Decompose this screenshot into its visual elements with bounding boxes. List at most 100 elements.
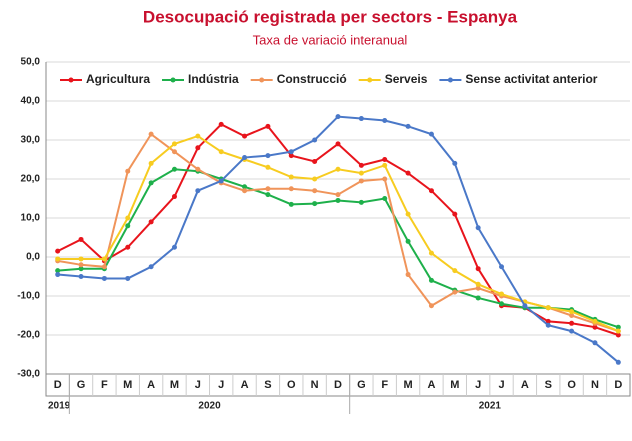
x-tick-label: J [498,379,504,391]
x-tick-label: N [311,379,319,391]
series-point [475,285,481,291]
series-point [288,186,294,192]
y-tick-label: 20,0 [21,174,41,185]
series-point [265,186,271,192]
x-tick-label: D [54,379,62,391]
series-point [265,164,271,170]
series-point [428,250,434,256]
x-tick-label: M [170,379,179,391]
series-point [125,223,131,229]
series-point [428,277,434,283]
series-point [101,256,107,262]
x-tick-label: D [614,379,622,391]
series-point [358,199,364,205]
series-point [312,188,318,194]
series-point [522,303,528,309]
series-point [148,160,154,166]
year-label: 2020 [198,401,221,412]
series-point [148,131,154,137]
series-point [171,149,177,155]
x-tick-label: G [77,379,86,391]
x-tick-label: M [403,379,412,391]
series-point [55,256,61,262]
series-point [125,244,131,250]
series-point [218,121,224,127]
legend-marker [367,77,373,83]
y-tick-label: -30,0 [17,369,40,380]
series-point [335,166,341,172]
series-point [545,318,551,324]
series-point [405,238,411,244]
series-point [78,274,84,279]
series-point [55,272,61,278]
y-tick-label: -20,0 [17,330,40,341]
series-point [569,309,575,315]
series-point [405,123,411,129]
series-point [55,248,61,254]
series-point [148,264,154,270]
x-tick-label: F [101,379,108,391]
x-tick-label: N [591,379,599,391]
series-point [569,328,575,334]
legend-label: Serveis [385,72,428,86]
series-point [475,281,481,287]
chart-subtitle: Taxa de variació interanual [253,32,408,47]
series-point [218,178,224,184]
series-point [382,196,388,201]
legend-label: Agricultura [86,72,150,86]
series-point [242,133,248,139]
year-label: 2021 [479,401,502,412]
series-point [335,197,341,203]
series-point [428,303,434,309]
legend-label: Construcció [277,72,347,86]
series-point [335,141,341,147]
series-point [475,295,481,301]
y-tick-label: 0,0 [26,252,40,263]
x-tick-label: J [218,379,224,391]
series-point [452,211,458,217]
series-point [382,176,388,182]
series-point [55,268,61,274]
x-tick-label: A [241,379,249,391]
x-tick-label: M [123,379,132,391]
y-tick-label: 50,0 [21,57,41,68]
series-point [358,116,364,122]
series-point [148,180,154,186]
series-point [592,340,598,346]
x-tick-label: F [381,379,388,391]
legend-label: Indústria [188,72,239,86]
series-point [312,158,318,164]
series-point [78,266,84,272]
x-axis-box [45,373,631,397]
series-point [265,123,271,129]
series-point [125,168,131,174]
series-point [171,141,177,147]
x-tick-label: S [264,379,271,391]
series-point [499,264,505,270]
series-point [101,275,107,281]
series-point [242,184,248,190]
series-point [335,114,341,120]
y-tick-label: -10,0 [17,291,40,302]
series-point [358,162,364,168]
x-tick-label: S [545,379,552,391]
series-point [405,272,411,278]
series-point [288,153,294,159]
x-tick-label: A [147,379,155,391]
series-point [125,215,131,221]
series-point [242,155,248,161]
series-point [615,324,621,330]
series-point [78,236,84,242]
series-point [615,332,621,338]
series-point [288,201,294,207]
series-point [195,188,201,194]
legend-marker [170,77,176,83]
series-point [171,166,177,172]
series-point [545,322,551,328]
series-point [78,262,84,268]
series-point [358,178,364,184]
x-tick-label: O [567,379,576,391]
series-point [569,320,575,326]
series-point [312,201,318,207]
